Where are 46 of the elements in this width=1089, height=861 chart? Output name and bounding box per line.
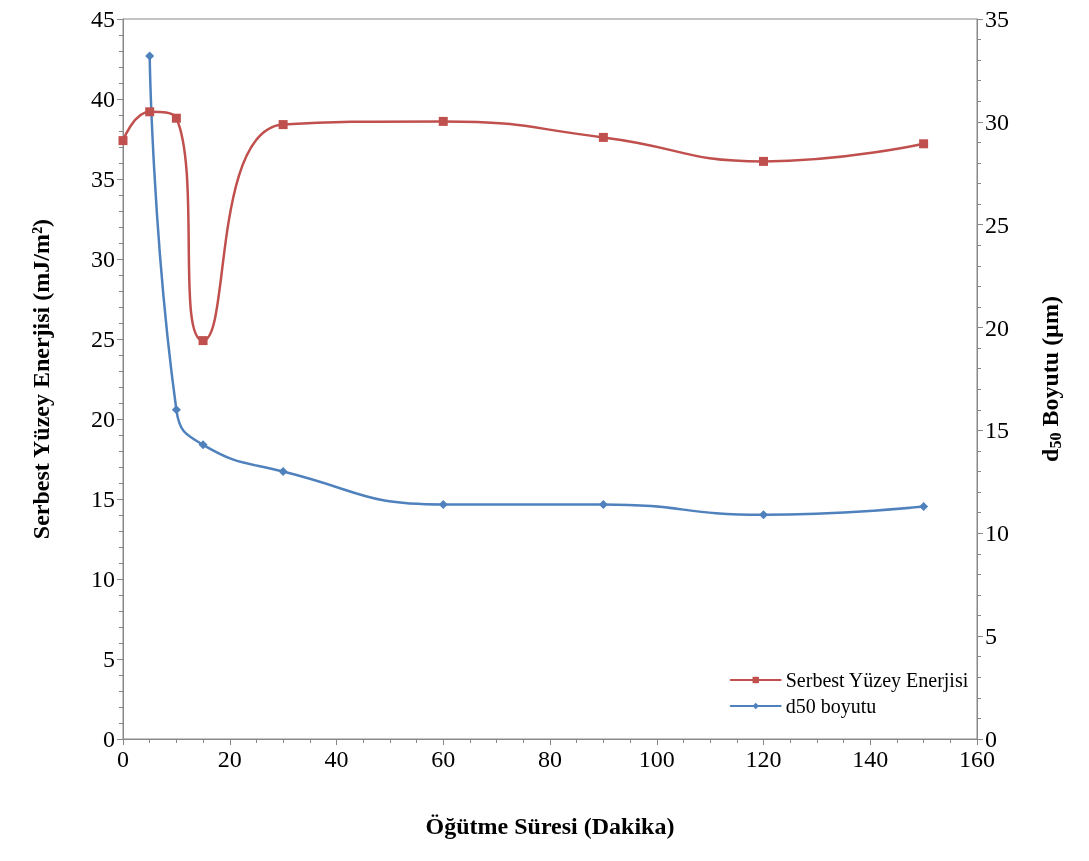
y-tick-label: 10 xyxy=(91,566,115,592)
y-tick-label: 5 xyxy=(103,646,115,672)
y2-axis-title: d50 Boyutu (µm) xyxy=(1037,296,1064,462)
y-axis-title: Serbest Yüzey Enerjisi (mJ/m²) xyxy=(28,218,54,540)
y2-tick-label: 5 xyxy=(985,623,997,650)
x-tick-label: 40 xyxy=(324,746,349,772)
point xyxy=(198,440,208,450)
y2-tick-label: 20 xyxy=(985,314,1009,341)
y2-tick-label: 35 xyxy=(985,6,1009,32)
legend-label: d50 boyutu xyxy=(785,695,877,718)
y2-tick-label: 30 xyxy=(985,108,1009,135)
point xyxy=(145,51,155,61)
x-tick-label: 80 xyxy=(538,746,562,772)
x-tick-label: 120 xyxy=(745,746,782,772)
x-tick-label: 100 xyxy=(638,746,675,772)
y-tick-label: 45 xyxy=(91,6,115,32)
y-tick-label: 40 xyxy=(91,86,115,112)
point xyxy=(759,510,768,520)
point xyxy=(438,499,448,509)
y-tick-label: 15 xyxy=(91,486,115,512)
x-axis-title: Öğütme Süresi (Dakika) xyxy=(425,813,675,839)
y-tick-label: 30 xyxy=(91,246,115,272)
y-tick-label: 25 xyxy=(91,326,115,352)
x-tick-label: 60 xyxy=(431,746,456,772)
point xyxy=(278,120,288,130)
x-tick-label: 20 xyxy=(217,746,242,772)
point xyxy=(438,116,448,126)
point xyxy=(598,499,608,509)
y-tick-label: 35 xyxy=(91,166,115,192)
point xyxy=(919,502,929,512)
point xyxy=(919,139,929,149)
point xyxy=(278,467,288,477)
legend-label: Serbest Yüzey Enerjisi xyxy=(785,669,969,692)
y-tick-label: 0 xyxy=(103,726,115,752)
y2-tick-label: 25 xyxy=(985,211,1009,238)
point xyxy=(171,113,181,123)
point xyxy=(598,132,608,142)
point xyxy=(145,107,155,117)
point xyxy=(118,136,128,146)
y2-tick-label: 15 xyxy=(985,417,1009,444)
y-tick-label: 20 xyxy=(91,406,115,432)
point xyxy=(171,405,181,415)
x-tick-label: 140 xyxy=(852,746,889,772)
point xyxy=(198,336,208,346)
point xyxy=(759,156,768,166)
y2-tick-label: 10 xyxy=(985,520,1009,547)
